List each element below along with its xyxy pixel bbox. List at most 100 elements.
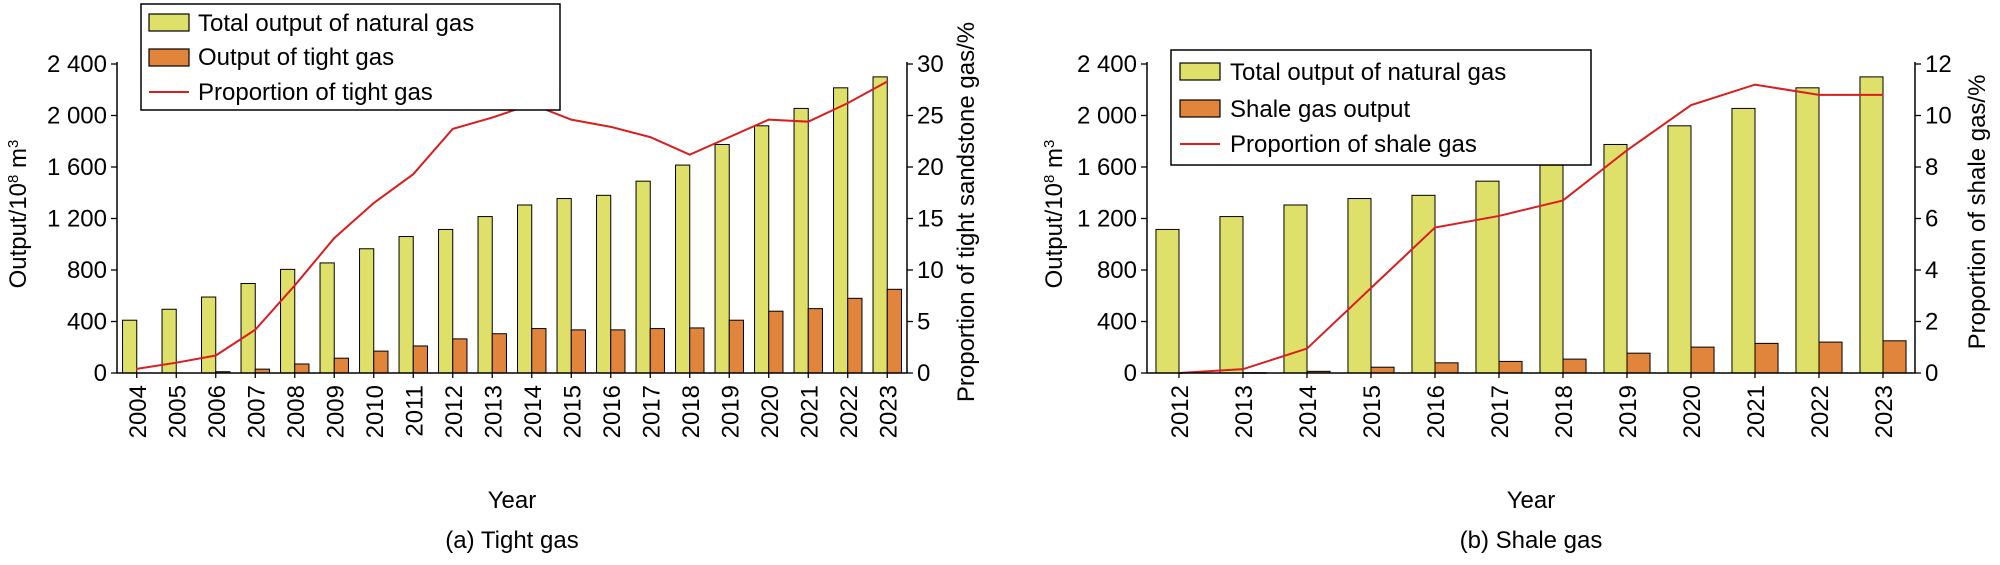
- y-axis-label-left: Output/108 m3: [5, 140, 32, 289]
- bar-component-2022: [847, 297, 863, 374]
- bar-total-2012: [438, 228, 454, 374]
- bar-total-2008: [280, 268, 296, 374]
- x-tick-label: 2014: [1295, 385, 1322, 438]
- legend-swatch-component: [148, 48, 190, 67]
- bar-total-2006: [201, 296, 217, 374]
- bar-total-2015: [556, 198, 572, 374]
- proportion-point-2009: [333, 237, 336, 239]
- x-tick-label: 2007: [243, 385, 270, 438]
- proportion-point-2018: [1562, 199, 1564, 202]
- bar-total-2021: [793, 107, 809, 374]
- bar-component-2015: [570, 329, 586, 374]
- proportion-point-2016: [1434, 226, 1436, 229]
- bar-total-2016: [1411, 194, 1436, 374]
- y-tick-label-right: 6: [1925, 206, 1938, 233]
- bar-component-2016: [610, 329, 626, 374]
- proportion-point-2020: [767, 118, 770, 121]
- y-tick-label-right: 30: [917, 51, 944, 78]
- x-tick-label: 2018: [678, 385, 705, 438]
- bar-total-2013: [477, 216, 493, 374]
- legend-frame: [140, 3, 561, 111]
- y-tick-label-left: 1 600: [47, 154, 107, 181]
- bar-component-2019: [728, 319, 744, 374]
- proportion-point-2016: [609, 126, 612, 128]
- legend-swatch-total: [1179, 62, 1221, 81]
- proportion-point-2010: [372, 202, 375, 204]
- bar-total-2014: [517, 204, 533, 374]
- x-tick-label: 2015: [1359, 385, 1386, 438]
- y-tick-label-left: 1 200: [47, 206, 107, 233]
- bar-total-2007: [240, 283, 256, 374]
- legend-label-component: Output of tight gas: [198, 44, 394, 71]
- x-tick-label: 2005: [164, 385, 191, 438]
- x-tick-label: 2023: [1871, 385, 1898, 438]
- legend: Total output of natural gas Output of ti…: [140, 3, 561, 111]
- x-tick-label: 2004: [125, 385, 152, 438]
- x-tick-label: 2019: [1615, 385, 1642, 438]
- bar-component-2009: [333, 357, 349, 374]
- proportion-point-2019: [1626, 149, 1628, 152]
- legend-label-proportion: Proportion of tight gas: [198, 79, 433, 106]
- x-tick-label: 2010: [362, 385, 389, 438]
- legend-label-total: Total output of natural gas: [1230, 59, 1506, 86]
- x-tick-label: 2023: [875, 385, 902, 438]
- bar-component-2015: [1370, 366, 1395, 374]
- proportion-line: [1178, 83, 1883, 374]
- bar-component-2016: [1434, 362, 1459, 374]
- bar-component-2019: [1626, 352, 1651, 374]
- bar-total-2010: [359, 248, 375, 374]
- bar-component-2017: [1498, 360, 1523, 374]
- y-tick-label-left: 1 200: [1077, 206, 1137, 233]
- bar-total-2004: [122, 319, 138, 374]
- proportion-point-2014: [1306, 347, 1308, 350]
- proportion-point-2022: [1818, 94, 1820, 96]
- y-axis-label-right: Proportion of tight sandstone gas/%: [953, 22, 980, 402]
- bar-total-2020: [754, 125, 770, 374]
- legend: Total output of natural gas Shale gas ou…: [1170, 49, 1592, 166]
- bar-total-2020: [1667, 125, 1692, 374]
- bar-total-2014: [1283, 204, 1308, 374]
- proportion-point-2011: [412, 173, 415, 176]
- bar-component-2018: [689, 327, 705, 374]
- bar-total-2022: [1795, 87, 1820, 374]
- x-tick-label: 2013: [480, 385, 507, 438]
- y-tick-label-left: 0: [1124, 360, 1137, 387]
- y-axis-label-right: Proportion of shale gas/%: [1964, 75, 1991, 350]
- y-tick-label-right: 10: [1925, 103, 1952, 130]
- proportion-point-2017: [1498, 215, 1500, 217]
- bar-total-2023: [1859, 76, 1884, 374]
- y-tick-label-left: 2 000: [1077, 103, 1137, 130]
- proportion-point-2007: [254, 328, 257, 331]
- proportion-point-2020: [1690, 104, 1692, 106]
- proportion-point-2004: [135, 368, 138, 370]
- x-tick-label: 2015: [559, 385, 586, 438]
- bar-total-2018: [1539, 164, 1564, 374]
- bar-component-2021: [1754, 342, 1779, 374]
- y-tick-label-left: 400: [1097, 309, 1137, 336]
- panel-a: 0 400 800 1 200 1 600 2 000 2 400 0 5 10 15 20 25 30…: [5, 3, 980, 554]
- legend-swatch-component: [1179, 99, 1221, 118]
- proportion-point-2012: [451, 128, 454, 130]
- x-tick-label: 2022: [836, 385, 863, 438]
- bar-total-2012: [1155, 228, 1180, 374]
- proportion-point-2013: [1242, 368, 1244, 370]
- x-tick-label: 2014: [520, 385, 547, 438]
- bar-component-2011: [412, 345, 428, 374]
- x-tick-label: 2019: [717, 385, 744, 438]
- x-tick-label: 2020: [757, 385, 784, 438]
- bar-component-2023: [1882, 340, 1907, 374]
- x-axis-label: Year: [488, 487, 537, 514]
- y-axis-label-left: Output/108 m3: [1041, 140, 1068, 289]
- y-tick-label-right: 2: [1925, 309, 1938, 336]
- proportion-point-2018: [688, 153, 691, 156]
- y-tick-label-left: 400: [67, 309, 107, 336]
- proportion-point-2022: [846, 102, 849, 104]
- legend-frame: [1170, 49, 1592, 166]
- bar-component-2012: [452, 338, 468, 374]
- bar-total-2017: [1475, 180, 1500, 374]
- bar-total-2023: [872, 76, 888, 374]
- y-tick-label-right: 4: [1925, 257, 1938, 284]
- bar-component-2018: [1562, 358, 1587, 374]
